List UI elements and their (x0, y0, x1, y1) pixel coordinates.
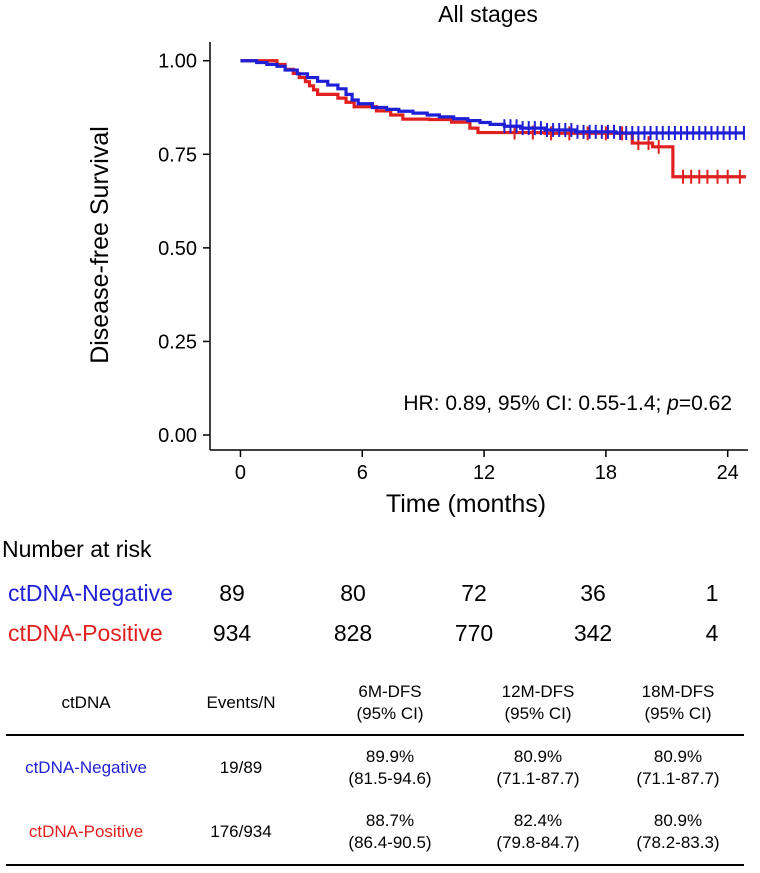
header-12m-dfs: 12M-DFS (95% CI) (501, 682, 575, 723)
table-row: ctDNA-Negative 19/89 89.9% (81.5-94.6) 80… (6, 735, 744, 800)
dfs-18m-cell: 80.9% (71.1-87.7) (636, 747, 720, 788)
hr-annotation-p: p (666, 392, 679, 415)
y-tick-label: 0.75 (158, 144, 197, 166)
x-tick-label: 12 (473, 462, 495, 484)
risk-value: 4 (705, 620, 719, 646)
events-cell: 176/934 (210, 822, 272, 841)
risk-value: 89 (219, 580, 245, 606)
km-plot: All stages Disease-free Survival Time (m… (86, 1, 748, 518)
risk-value: 342 (573, 620, 613, 646)
dfs-12m-cell: 80.9% (71.1-87.7) (496, 747, 580, 788)
risk-value: 934 (212, 620, 252, 646)
hr-annotation-suffix: =0.62 (679, 392, 732, 415)
dfs-18m-cell: 80.9% (78.2-83.3) (636, 811, 720, 852)
x-tick-label: 24 (717, 462, 739, 484)
ctdna-negative-series (240, 59, 745, 140)
x-tick-label: 6 (357, 462, 368, 484)
y-tick-label: 0.00 (158, 425, 197, 447)
risk-value: 770 (454, 620, 494, 646)
dfs-summary-table: ctDNA Events/N 6M-DFS (95% CI) 12M-DFS (95… (6, 672, 744, 866)
risk-table-title: Number at risk (2, 536, 152, 562)
header-events: Events/N (206, 693, 276, 712)
risk-row-label: ctDNA-Negative (8, 580, 173, 606)
risk-value: 72 (461, 580, 487, 606)
header-ctdna: ctDNA (61, 693, 111, 712)
y-tick-label: 1.00 (158, 51, 197, 73)
risk-row-label: ctDNA-Positive (8, 620, 163, 646)
header-6m-dfs: 6M-DFS (95% CI) (356, 682, 424, 723)
dfs-12m-cell: 82.4% (79.8-84.7) (496, 811, 580, 852)
row-label-positive: ctDNA-Positive (28, 822, 144, 841)
y-tick-label: 0.25 (158, 331, 197, 353)
ctdna-positive-curve (240, 59, 746, 179)
risk-row-positive: ctDNA-Positive 934 828 770 342 4 (0, 620, 760, 650)
dfs-6m-cell: 88.7% (86.4-90.5) (348, 811, 432, 852)
row-label-negative: ctDNA-Negative (25, 758, 147, 777)
y-axis-label: Disease-free Survival (86, 126, 114, 364)
hr-annotation-prefix: HR: 0.89, 95% CI: 0.55-1.4; (403, 392, 667, 415)
hr-annotation: HR: 0.89, 95% CI: 0.55-1.4; p=0.62 (403, 392, 732, 415)
events-cell: 19/89 (219, 758, 263, 777)
risk-value: 828 (333, 620, 373, 646)
y-tick-label: 0.50 (158, 238, 197, 260)
dfs-6m-cell: 89.9% (81.5-94.6) (348, 747, 432, 788)
risk-value: 1 (705, 580, 719, 606)
risk-value: 36 (580, 580, 606, 606)
table-header-row: ctDNA Events/N 6M-DFS (95% CI) 12M-DFS (95… (6, 672, 744, 735)
risk-value: 80 (340, 580, 366, 606)
table-row: ctDNA-Positive 176/934 88.7% (86.4-90.5) … (6, 800, 744, 865)
x-tick-label: 18 (595, 462, 617, 484)
risk-row-negative: ctDNA-Negative 89 80 72 36 1 (0, 580, 760, 610)
x-tick-label: 0 (235, 462, 246, 484)
header-18m-dfs: 18M-DFS (95% CI) (641, 682, 715, 723)
chart-title: All stages (438, 1, 538, 27)
ctdna-negative-curve (240, 59, 744, 135)
x-axis-label: Time (months) (386, 490, 546, 518)
